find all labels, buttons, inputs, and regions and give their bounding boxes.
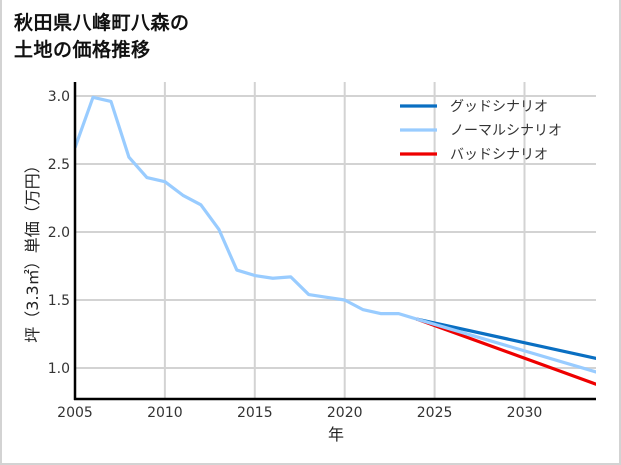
x-tick-label: 2010 (147, 405, 183, 421)
series-line-2 (416, 317, 596, 386)
title-line-2: 土地の価格推移 (14, 39, 151, 61)
series-line-1 (416, 317, 596, 374)
series-line-0 (416, 317, 596, 361)
y-tick-label: 1.0 (48, 361, 70, 377)
chart-title: 秋田県八峰町八森の 土地の価格推移 (14, 10, 190, 64)
legend-label: ノーマルシナリオ (450, 123, 562, 139)
legend-label: グッドシナリオ (450, 99, 548, 115)
x-tick-label: 2030 (507, 405, 543, 421)
x-axis-label: 年 (328, 425, 344, 444)
axes (73, 82, 596, 401)
y-tick-label: 2.0 (48, 225, 70, 241)
y-tick-label: 2.5 (48, 157, 70, 173)
data-lines (75, 95, 596, 386)
title-line-1: 秋田県八峰町八森の (14, 12, 190, 34)
tick-labels: 2005 2010 2015 2020 2025 2030 3.0 2.5 2.0 1.5 1.0 (48, 89, 543, 421)
y-tick-label: 1.5 (48, 293, 70, 309)
legend-label: バッドシナリオ (450, 147, 548, 163)
y-axis-label: 坪（3.3㎡）単価（万円） (23, 157, 42, 342)
x-tick-label: 2015 (237, 405, 273, 421)
x-tick-label: 2025 (417, 405, 453, 421)
history-line (75, 95, 418, 321)
x-tick-label: 2020 (327, 405, 363, 421)
y-tick-label: 3.0 (48, 89, 70, 105)
x-tick-label: 2005 (57, 405, 93, 421)
